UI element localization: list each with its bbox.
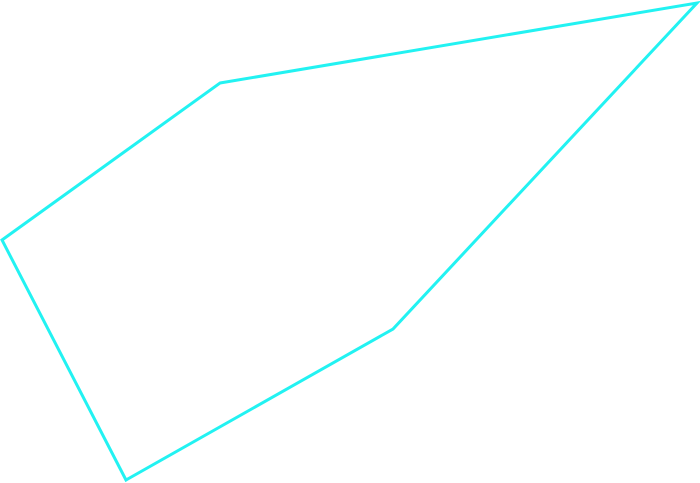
background xyxy=(0,0,700,483)
polygon-outline xyxy=(0,0,700,483)
page-body: (() => { const data = JSON.parse(documen… xyxy=(0,0,700,483)
canvas xyxy=(0,0,700,483)
page: {} html, body { margin: 0; padding: 0; b… xyxy=(0,0,700,483)
